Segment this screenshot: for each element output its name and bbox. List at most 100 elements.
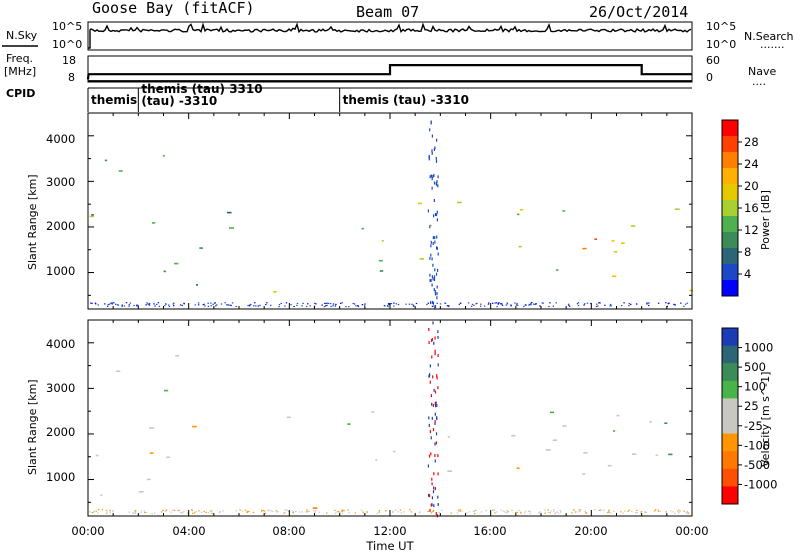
power-cell <box>501 303 503 305</box>
velocity-cell <box>433 341 435 345</box>
velocity-cell <box>429 364 431 368</box>
power-colorbar-tick-label: 24 <box>744 157 759 171</box>
velocity-cell <box>574 511 577 514</box>
velocity-cell <box>585 512 587 514</box>
power-cell <box>427 209 429 213</box>
velocity-cell <box>431 503 433 507</box>
power-cell <box>426 303 428 306</box>
velocity-cell <box>628 509 630 511</box>
power-cell <box>355 305 357 307</box>
power-cell <box>95 303 97 305</box>
velocity-cell <box>437 503 439 506</box>
power-cell <box>387 305 389 307</box>
velocity-cell <box>429 494 431 498</box>
power-cell <box>492 302 494 304</box>
velocity-cell <box>500 509 502 511</box>
velocity-cell <box>275 510 277 512</box>
velocity-cell <box>308 510 310 512</box>
velocity-cell <box>529 512 531 514</box>
velocity-cell <box>555 512 557 514</box>
velocity-cell <box>430 394 432 398</box>
cpid-segments: themis themis (tau) 3310(tau) -3310 themis… <box>87 82 469 112</box>
power-cell <box>533 303 535 305</box>
power-cell <box>90 302 92 304</box>
power-cell <box>436 247 438 250</box>
velocity-cell <box>434 402 436 405</box>
velocity-cell <box>645 511 647 513</box>
power-cell <box>108 303 111 305</box>
velocity-cell <box>544 509 546 511</box>
power-cell <box>487 303 490 305</box>
power-cell <box>197 304 200 306</box>
power-cell <box>415 302 418 305</box>
power-cell <box>226 211 232 214</box>
power-cell <box>121 305 123 307</box>
power-cell <box>436 180 438 183</box>
velocity-cell <box>435 441 437 445</box>
velocity-cell <box>342 510 344 512</box>
power-colorbar-swatch <box>722 248 738 265</box>
power-cell <box>506 302 508 304</box>
velocity-cell <box>622 512 624 514</box>
power-cell <box>145 304 147 306</box>
power-cell <box>379 270 384 272</box>
power-cell <box>405 303 407 305</box>
power-cell <box>433 214 435 218</box>
velocity-cell <box>138 491 144 493</box>
velocity-cell <box>461 510 464 512</box>
velocity-cell <box>210 510 212 512</box>
power-colorbar-tick-label: 16 <box>744 201 759 215</box>
velocity-cell <box>431 511 433 513</box>
velocity-cell <box>244 509 247 511</box>
velocity-colorbar-swatch <box>722 380 738 399</box>
velocity-cell <box>428 328 430 331</box>
velocity-cell <box>547 509 549 511</box>
power-cell <box>524 304 527 306</box>
power-cell <box>397 303 400 306</box>
power-cell <box>104 159 108 162</box>
velocity-cell <box>292 511 294 513</box>
velocity-cell <box>306 511 309 513</box>
velocity-cell <box>571 512 573 514</box>
power-cell <box>517 304 519 306</box>
power-colorbar-swatch <box>722 264 738 281</box>
velocity-cell <box>432 510 434 512</box>
power-cell <box>197 302 200 304</box>
velocity-cell <box>434 349 436 353</box>
velocity-cell <box>678 512 680 514</box>
cpid-label: CPID <box>6 87 35 100</box>
power-cell <box>431 300 433 304</box>
station-title: Goose Bay (fitACF) <box>92 0 255 17</box>
power-cell <box>395 303 397 305</box>
velocity-cell <box>545 449 551 451</box>
velocity-cell <box>458 510 460 512</box>
velocity-cell <box>261 510 263 512</box>
power-cell <box>594 238 597 240</box>
power-cell <box>357 305 360 308</box>
velocity-cell <box>134 512 137 514</box>
power-cell <box>434 290 436 293</box>
power-cell <box>104 303 106 305</box>
power-cell <box>552 305 554 307</box>
velocity-cell <box>608 510 610 512</box>
power-cell <box>204 305 206 307</box>
power-cell <box>301 305 303 307</box>
power-cell <box>684 303 687 305</box>
power-cell <box>148 304 151 306</box>
nave-right-tick-top: 60 <box>706 54 720 67</box>
power-cell <box>433 173 435 177</box>
velocity-cell <box>360 509 363 511</box>
power-cell <box>168 304 170 306</box>
velocity-cell <box>636 509 638 511</box>
power-cell <box>497 302 500 304</box>
velocity-cell <box>173 509 176 511</box>
velocity-cell <box>472 510 475 513</box>
power-cell <box>429 175 431 179</box>
velocity-colorbar-swatch <box>722 451 738 470</box>
velocity-cell <box>520 511 522 513</box>
velocity-cell <box>385 510 387 512</box>
velocity-cell <box>170 511 173 513</box>
power-cell <box>673 303 675 305</box>
xtick-04: 04:00 <box>172 524 205 538</box>
power-cell <box>432 236 434 240</box>
